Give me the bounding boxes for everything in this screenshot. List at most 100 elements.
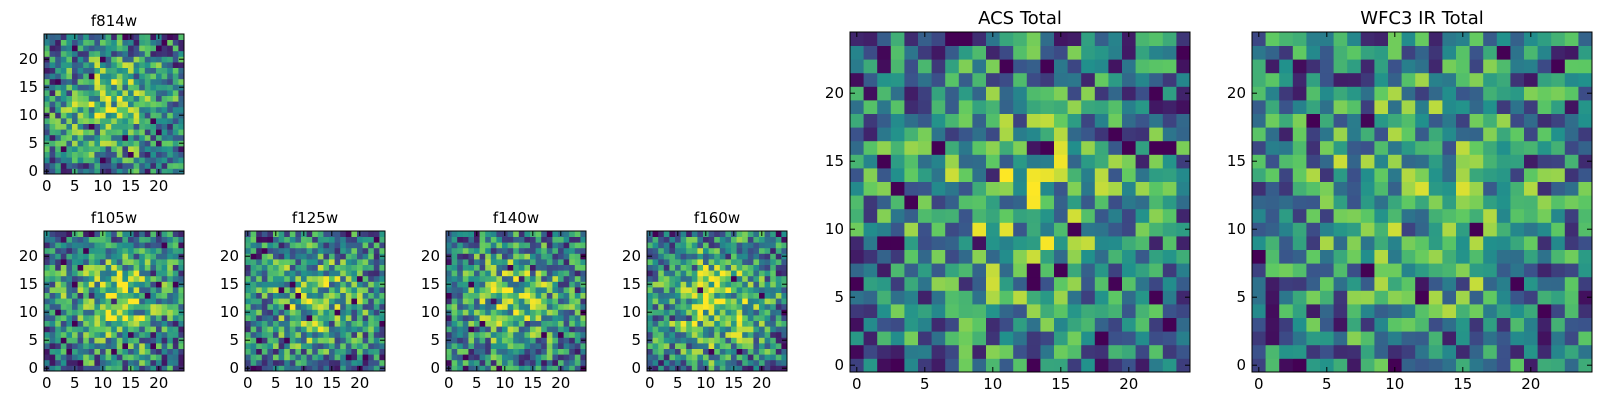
heatmap-cell — [122, 78, 129, 85]
heatmap-cell — [150, 146, 157, 152]
heatmap-cell — [541, 247, 548, 254]
heatmap-cell — [172, 337, 179, 344]
heatmap-cell — [128, 50, 134, 57]
heatmap-cell — [150, 90, 157, 96]
heatmap-cell — [128, 253, 134, 260]
heatmap-cell — [669, 354, 676, 361]
heatmap-cell — [546, 231, 553, 237]
heatmap-cell — [708, 315, 715, 321]
heatmap-cell — [139, 84, 146, 91]
heatmap-cell — [317, 359, 324, 366]
heatmap-cell — [357, 320, 363, 327]
heatmap-cell — [178, 236, 185, 243]
heatmap-cell — [1292, 304, 1307, 318]
heatmap-cell — [462, 315, 469, 321]
heatmap-cell — [541, 359, 548, 366]
heatmap-cell — [1040, 45, 1055, 60]
heatmap-cell — [1135, 140, 1150, 155]
heatmap-cell — [161, 236, 168, 243]
heatmap-cell — [1551, 304, 1566, 318]
heatmap-cell — [1054, 317, 1068, 332]
heatmap-cell — [1265, 304, 1280, 318]
heatmap-cell — [66, 287, 73, 293]
heatmap-cell — [1320, 59, 1334, 74]
heatmap-cell — [446, 242, 452, 249]
heatmap-cell — [1013, 86, 1028, 101]
heatmap-cell — [736, 326, 743, 333]
panel-title: f125w — [292, 209, 338, 227]
heatmap-cell — [1176, 168, 1191, 182]
heatmap-cell — [301, 281, 307, 288]
heatmap-cell — [697, 259, 704, 265]
heatmap-cell — [323, 242, 330, 249]
heatmap-cell — [714, 242, 721, 249]
heatmap-cell — [1094, 358, 1109, 373]
heatmap-cell — [139, 73, 146, 80]
heatmap-cell — [552, 320, 559, 327]
heatmap-cell — [736, 320, 743, 327]
heatmap-cell — [451, 253, 458, 260]
heatmap-cell — [111, 129, 118, 136]
heatmap-cell — [88, 101, 95, 108]
heatmap-cell — [945, 276, 960, 291]
heatmap-cell — [66, 331, 73, 338]
heatmap-cell — [88, 95, 95, 102]
heatmap-cell — [1551, 154, 1566, 169]
heatmap-cell — [1564, 344, 1579, 359]
heatmap-cell — [747, 247, 754, 254]
heatmap-cell — [764, 242, 771, 249]
heatmap-cell — [345, 298, 352, 305]
heatmap-cell — [161, 140, 168, 147]
heatmap-cell — [362, 320, 369, 327]
heatmap-cell — [312, 365, 319, 372]
heatmap-cell — [60, 264, 67, 271]
heatmap-cell — [312, 326, 319, 333]
heatmap-cell — [49, 281, 56, 288]
heatmap-cell — [496, 231, 503, 237]
heatmap-cell — [485, 359, 492, 366]
heatmap-cell — [518, 247, 525, 254]
heatmap-cell — [652, 247, 659, 254]
heatmap-cell — [77, 157, 84, 164]
heatmap-cell — [295, 270, 302, 277]
heatmap-cell — [918, 86, 932, 101]
heatmap-cell — [340, 337, 347, 344]
heatmap-cell — [100, 253, 106, 260]
heatmap-cell — [122, 298, 129, 305]
heatmap-cell — [759, 309, 765, 316]
heatmap-cell — [94, 45, 101, 52]
heatmap-cell — [122, 253, 129, 260]
heatmap-cell — [972, 127, 987, 142]
heatmap-cell — [462, 287, 469, 293]
heatmap-cell — [1265, 358, 1280, 373]
heatmap-cell — [122, 157, 129, 164]
heatmap-cell — [72, 50, 78, 57]
heatmap-cell — [1013, 45, 1028, 60]
heatmap-cell — [1510, 222, 1525, 237]
heatmap-cell — [60, 343, 67, 349]
heatmap-cell — [55, 157, 62, 164]
heatmap-cell — [574, 359, 581, 366]
heatmap-cell — [256, 259, 263, 265]
heatmap-cell — [1279, 86, 1294, 101]
heatmap-cell — [999, 127, 1014, 142]
heatmap-cell — [88, 270, 95, 277]
heatmap-cell — [100, 39, 106, 46]
heatmap-cell — [340, 343, 347, 349]
heatmap-cell — [680, 275, 687, 282]
panel-title: f814w — [91, 12, 137, 30]
heatmap-cell — [479, 348, 486, 355]
heatmap-cell — [144, 78, 151, 85]
heatmap-cell — [574, 247, 581, 254]
heatmap-cell — [66, 101, 73, 108]
heatmap-cell — [1067, 222, 1082, 237]
heatmap-cell — [72, 253, 78, 260]
heatmap-cell — [373, 253, 380, 260]
heatmap-cell — [66, 106, 73, 113]
heatmap-cell — [945, 344, 960, 359]
heatmap-cell — [703, 320, 709, 327]
heatmap-cell — [535, 259, 542, 265]
heatmap-cell — [1306, 222, 1321, 237]
heatmap-cell — [250, 242, 257, 249]
